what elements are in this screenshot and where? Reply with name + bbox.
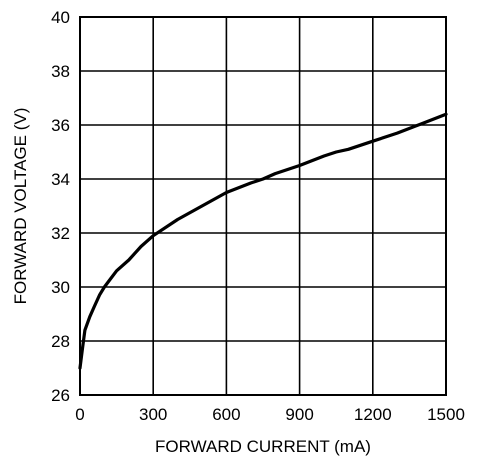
y-tick-label: 26	[51, 386, 70, 405]
x-tick-label: 600	[212, 405, 240, 424]
y-axis-title: FORWARD VOLTAGE (V)	[11, 108, 30, 305]
series-line	[78, 112, 448, 370]
plot-frame	[79, 16, 447, 396]
y-tick-label: 30	[51, 278, 70, 297]
x-tick-label: 1500	[427, 405, 465, 424]
x-tick-label: 900	[285, 405, 313, 424]
y-tick-label: 38	[51, 62, 70, 81]
y-tick-label: 28	[51, 332, 70, 351]
y-tick-label: 32	[51, 224, 70, 243]
y-axis-ticks: 26 28 30 32 34 36 38 40	[51, 8, 70, 405]
x-axis-title: FORWARD CURRENT (mA)	[155, 437, 371, 456]
x-tick-label: 300	[139, 405, 167, 424]
x-axis-ticks: 0 300 600 900 1200 1500	[75, 405, 465, 424]
grid-lines	[79, 16, 447, 396]
y-tick-label: 34	[51, 170, 70, 189]
y-tick-label: 40	[51, 8, 70, 27]
x-tick-label: 0	[75, 405, 84, 424]
y-tick-label: 36	[51, 116, 70, 135]
x-tick-label: 1200	[354, 405, 392, 424]
